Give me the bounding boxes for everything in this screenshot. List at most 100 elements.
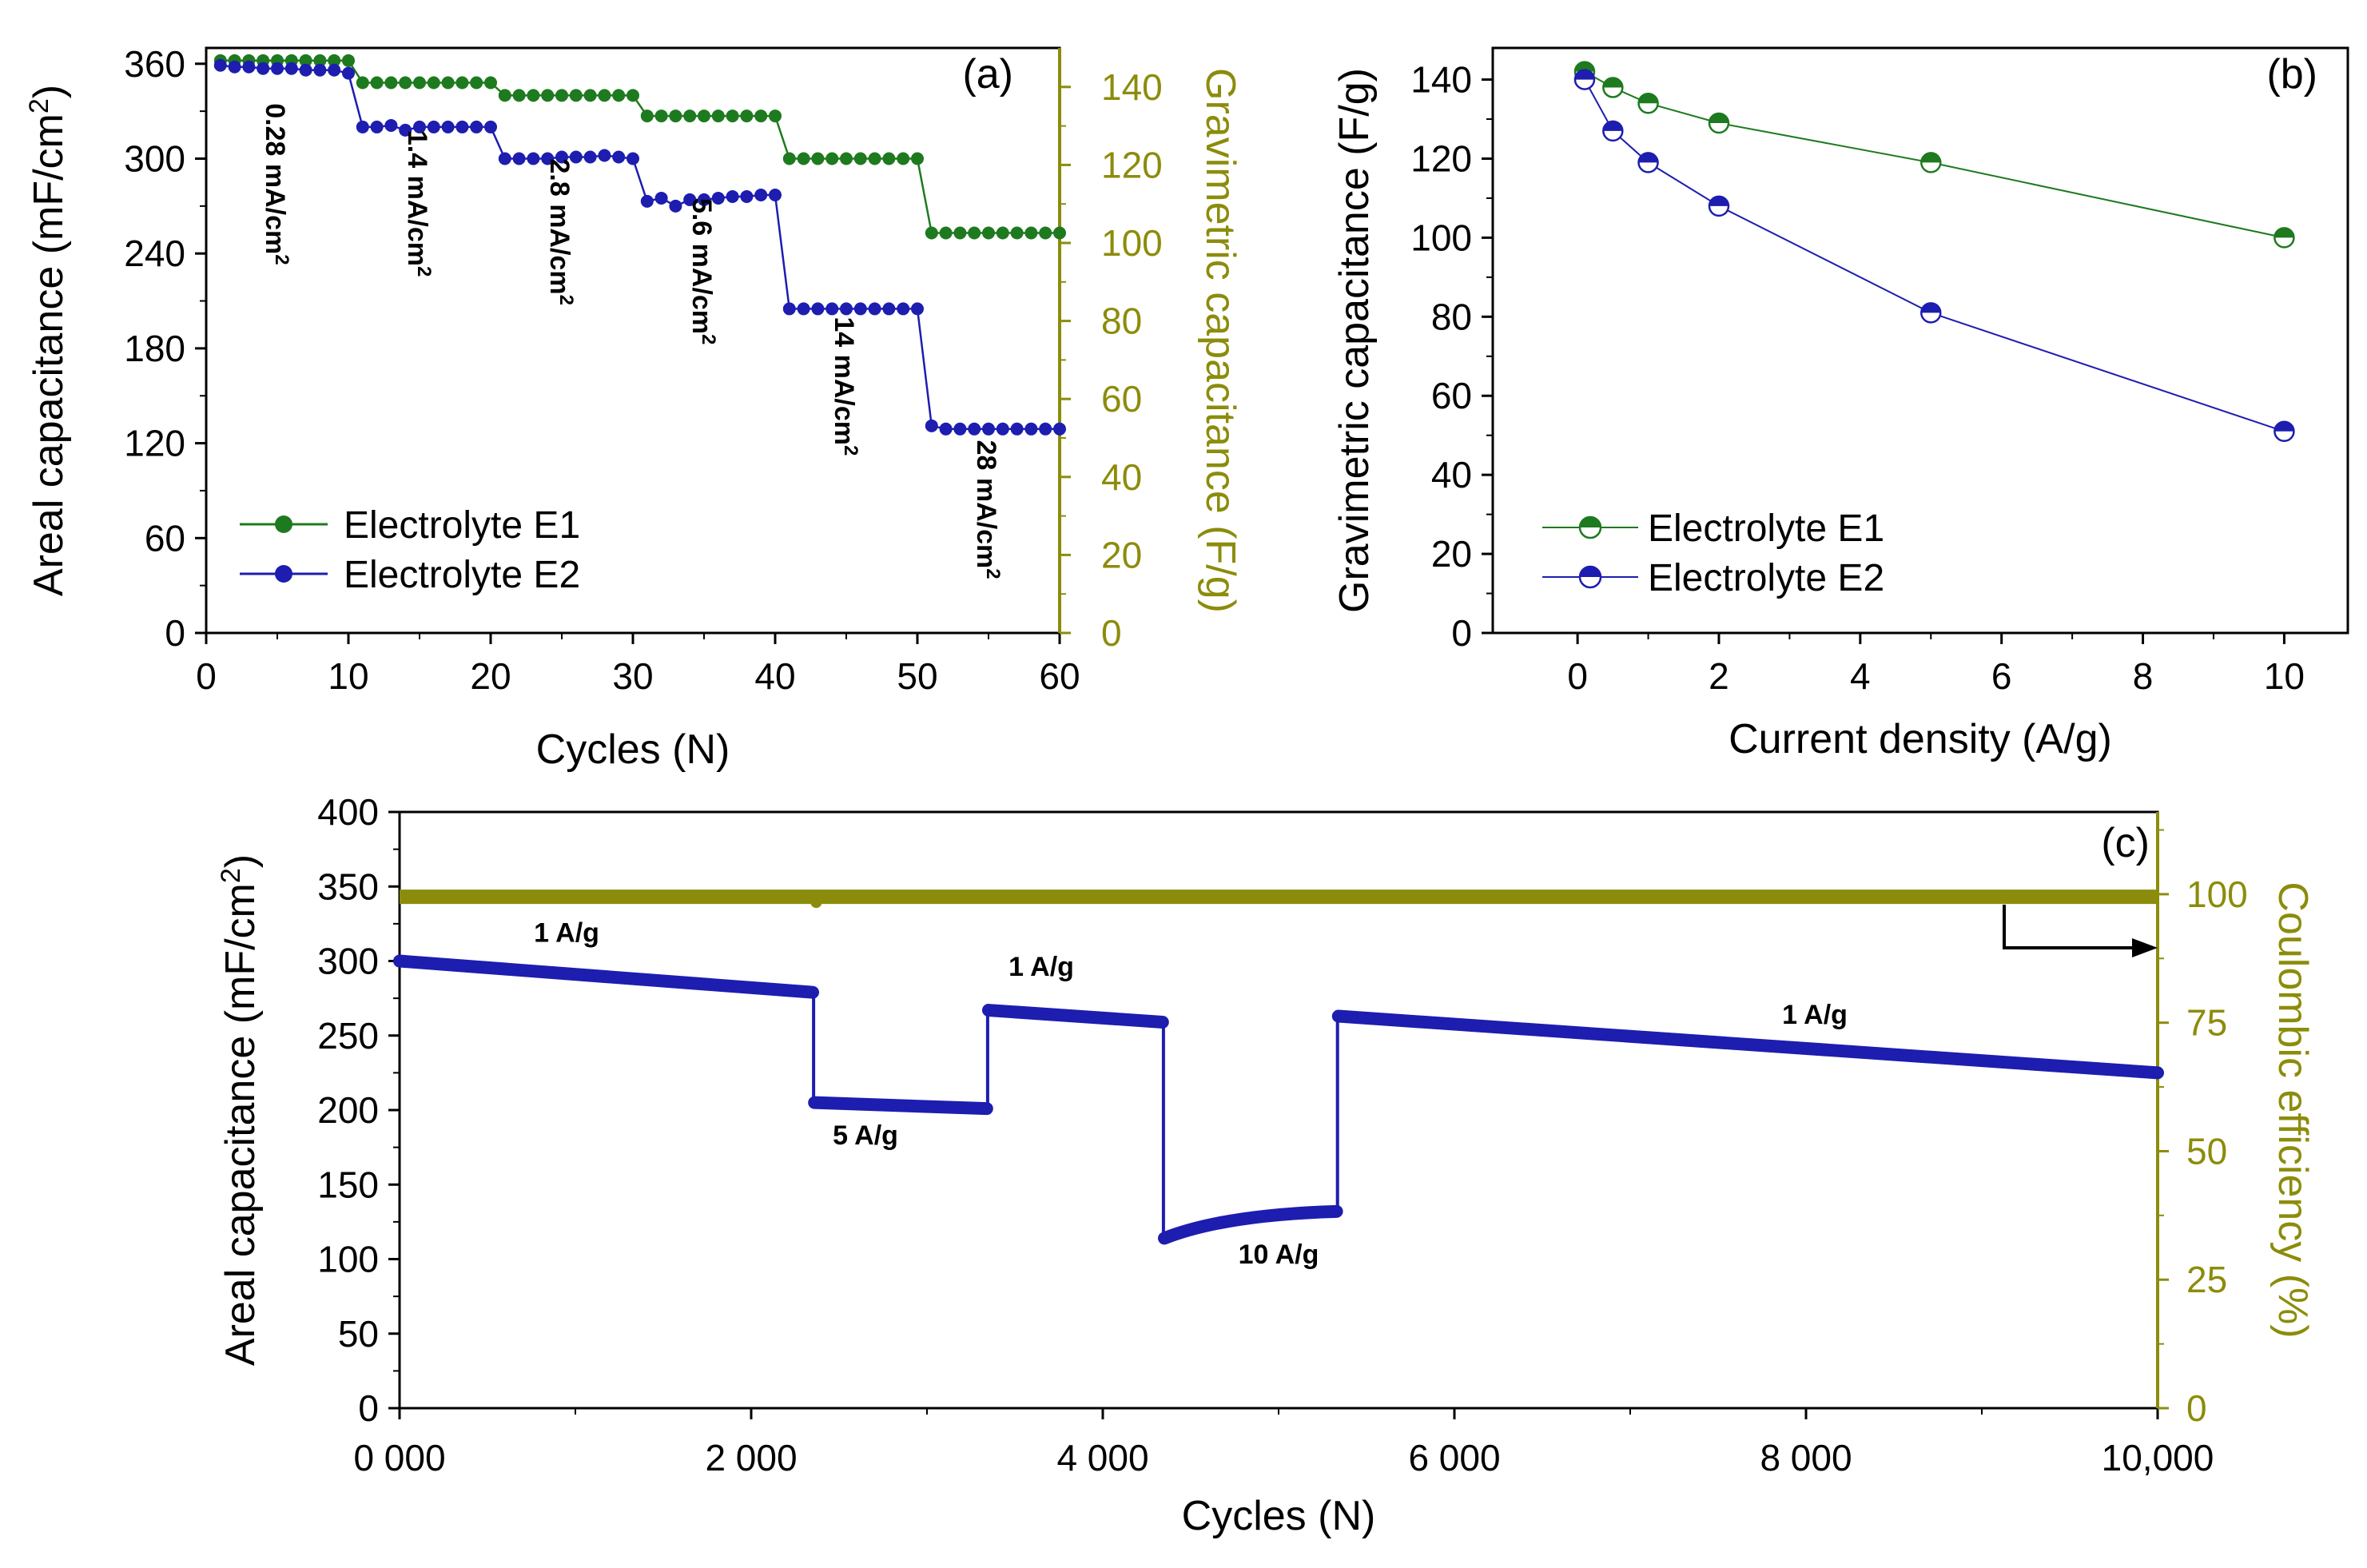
panel-a-legend: Electrolyte E1 Electrolyte E2 [240, 504, 580, 596]
panel-a-data-point [583, 89, 597, 102]
panel-c-y-tick-label: 350 [317, 866, 379, 907]
panel-c-y-tick-label: 0 [358, 1387, 379, 1429]
panel-b-data-point [1637, 152, 1659, 173]
panel-a-data-point [612, 89, 626, 102]
panel-c-right-tick-label: 100 [2186, 874, 2248, 915]
panel-b-label: (b) [2266, 51, 2317, 98]
panel-a-data-point [213, 58, 227, 72]
panel-a-data-point [982, 226, 995, 240]
panel-a-data-point [840, 152, 853, 165]
panel-a-data-point [356, 76, 369, 90]
panel-a-data-point [1053, 422, 1066, 436]
panel-a-data-point [370, 120, 384, 133]
panel-c-label: (c) [2101, 820, 2150, 866]
panel-c-rate-annotation: 1 A/g [534, 917, 599, 948]
panel-c-y-tick-label: 100 [317, 1239, 379, 1280]
panel-a-x-tick-label: 0 [196, 655, 217, 697]
panel-b-data-point [1637, 92, 1659, 114]
panel-b-x-tick-label: 2 [1709, 655, 1729, 697]
panel-a-data-point [769, 109, 782, 123]
panel-c-x-tick-label: 2 000 [705, 1437, 797, 1478]
panel-a-data-point [811, 152, 825, 165]
panel-c: 0 000 2 000 4 000 6 000 8 000 10,000 0 50 100 150… [216, 791, 2316, 1539]
panel-a-data-point [740, 109, 754, 123]
panel-a-right-tick-label: 0 [1101, 612, 1122, 654]
panel-c-areal-segment [1158, 1204, 1343, 1245]
panel-a-data-point [399, 123, 412, 137]
panel-a-y-axis-title-sup: 2 [24, 98, 54, 113]
panel-c-y-axis-title-main: Areal capacitance (mF/cm [217, 883, 264, 1366]
panel-b-data-point [1708, 112, 1730, 134]
panel-a-data-point [627, 152, 639, 165]
panel-b-x-tick-label: 8 [2133, 655, 2154, 697]
panel-a-data-point [328, 63, 341, 77]
panel-c-right-tick-label: 0 [2186, 1387, 2207, 1429]
panel-a-data-point [342, 66, 355, 80]
panel-a-data-point [441, 76, 455, 90]
panel-a-data-point [654, 191, 668, 205]
panel-a-data-point [498, 89, 511, 102]
panel-b-legend-e2-marker [1578, 565, 1602, 589]
panel-b-x-tick-label: 0 [1567, 655, 1588, 697]
panel-c-x-tick-label: 10,000 [2102, 1437, 2214, 1478]
panel-b-data-point [1602, 120, 1624, 142]
panel-a-data-point [399, 76, 412, 90]
panel-a-legend-e2-label: Electrolyte E2 [344, 554, 580, 596]
panel-a-data-point [441, 120, 455, 133]
panel-a-data-point [654, 109, 668, 123]
panel-b-data-point [1573, 69, 1596, 90]
panel-a-data-point [498, 152, 511, 165]
panel-a-y-tick-label: 120 [124, 423, 185, 464]
panel-a-x-tick-label: 60 [1039, 655, 1080, 697]
panel-a-data-point [384, 76, 398, 90]
panel-a-y-axis-title-main: Areal capacitance (mF/cm [26, 113, 72, 596]
panel-a-data-point [1039, 226, 1052, 240]
panel-a-data-point [711, 109, 725, 123]
panel-b-x-tick-label: 10 [2264, 655, 2305, 697]
panel-b-data-point [1602, 77, 1624, 98]
panel-a-data-point [1010, 226, 1024, 240]
panel-c-coulombic-efficiency-dip [810, 897, 822, 909]
panel-a-data-point [257, 62, 270, 75]
panel-a-rate-annotation: 0.28 mA/cm2 [260, 103, 292, 265]
panel-a-data-point [953, 226, 967, 240]
panel-a-data-point [711, 191, 725, 205]
panel-b-series [1573, 61, 2295, 443]
panel-a-data-point [598, 149, 611, 162]
panel-a-data-point [1039, 422, 1052, 436]
panel-a-data-point [698, 193, 710, 206]
panel-b-x-tick-label: 4 [1850, 655, 1871, 697]
panel-a-data-point [825, 152, 839, 165]
panel-a-data-point [569, 89, 583, 102]
panel-a-data-point [726, 189, 739, 203]
panel-a-data-point [726, 109, 739, 123]
panel-a-data-point [640, 109, 654, 123]
panel-b-data-point [1920, 302, 1942, 324]
panel-a-data-point [825, 302, 839, 316]
panel-a-data-point [313, 54, 327, 67]
panel-a-right-tick-label: 120 [1101, 144, 1163, 185]
panel-a-data-point [569, 150, 583, 164]
panel-a-y-axis-title: Areal capacitance (mF/cm2) [24, 85, 72, 596]
panel-b-legend: Electrolyte E1 Electrolyte E2 [1542, 507, 1884, 599]
panel-c-rate-annotation: 1 A/g [1782, 1000, 1848, 1030]
panel-c-y-axis-title-end: ) [217, 854, 264, 868]
panel-a-data-point [853, 302, 867, 316]
panel-a-data-point [882, 302, 896, 316]
panel-a-data-point [740, 189, 754, 203]
panel-a-data-point [271, 62, 284, 75]
panel-a-right-tick-label: 100 [1101, 222, 1163, 264]
panel-b-y-tick-label: 140 [1410, 59, 1472, 101]
panel-b-data-point [2274, 420, 2295, 443]
panel-a-data-point [228, 60, 241, 74]
panel-c-y-tick-label: 50 [338, 1313, 379, 1355]
panel-a-label: (a) [962, 51, 1013, 98]
panel-a-data-point [853, 152, 867, 165]
panel-a-data-point [982, 422, 995, 436]
panel-a-y-tick-label: 180 [124, 328, 185, 369]
panel-a-legend-e1-label: Electrolyte E1 [344, 504, 580, 547]
panel-a: 0 10 20 30 40 50 60 0 60 120 180 240 300 360 0 20 40 60 80… [24, 43, 1243, 773]
panel-a-data-point [627, 89, 639, 102]
panel-a-data-point [299, 63, 312, 77]
